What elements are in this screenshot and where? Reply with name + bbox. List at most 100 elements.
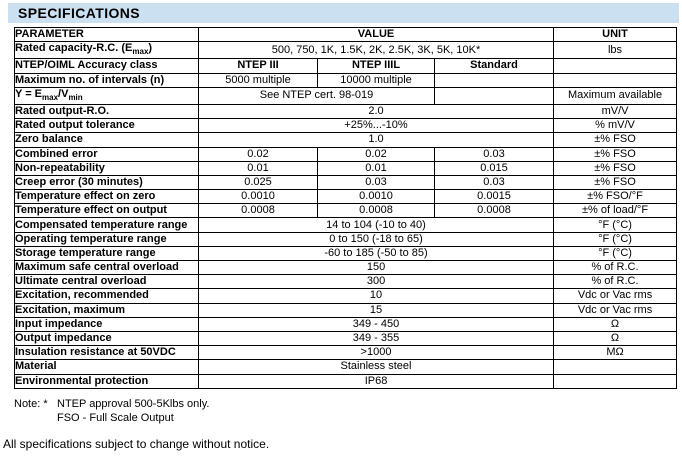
value-cell: % of R.C. (553, 274, 678, 290)
table-row: NTEP/OIML Accuracy class NTEP III NTEP III… (14, 58, 678, 74)
table-row: Insulation resistance at 50VDC >1000 MΩ (14, 345, 678, 361)
table-row: Temperature effect on zero 0.0010 0.0010 0.… (14, 189, 678, 205)
value-cell: 0.0008 (198, 203, 318, 219)
value-cell: °F (°C) (553, 217, 678, 233)
value-cell: 0.01 (198, 160, 318, 176)
table-row: Rated capacity-R.C. (Emax) 500, 750, 1K, … (14, 41, 678, 60)
value-cell: See NTEP cert. 98-019 (198, 86, 435, 105)
table-row: Excitation, recommended 10 Vdc or Vac rms (14, 288, 678, 304)
param-cell: Zero balance (14, 132, 199, 148)
value-cell: -60 to 185 (-50 to 85) (197, 245, 555, 262)
table-row: Combined error 0.02 0.02 0.03 ±% FSO (14, 146, 678, 162)
value-cell: VALUE (197, 26, 555, 43)
table-row: Non-repeatability 0.01 0.01 0.015 ±% FSO (14, 160, 678, 176)
value-cell: 0.0010 (317, 189, 435, 205)
table-row: Creep error (30 minutes) 0.025 0.03 0.03 ±% … (14, 174, 678, 191)
value-cell: >1000 (197, 345, 555, 361)
section-title-bar: SPECIFICATIONS (8, 3, 679, 23)
value-cell: 14 to 104 (-10 to 40) (197, 217, 555, 233)
value-cell: mV/V (553, 103, 678, 120)
value-cell: 0.03 (317, 174, 435, 191)
value-cell: ±% FSO (553, 132, 678, 148)
param-cell: Rated output-R.O. (14, 103, 199, 120)
value-cell (553, 58, 678, 74)
value-cell: 0.02 (198, 146, 318, 162)
value-cell: UNIT (553, 26, 678, 43)
note-label: Note: * (14, 397, 48, 410)
value-cell (553, 373, 678, 389)
value-cell: 0.01 (317, 160, 435, 176)
value-cell: % mV/V (553, 118, 678, 134)
value-cell (553, 72, 678, 88)
param-cell: Y = Emax/Vmin (14, 86, 199, 105)
value-cell: 500, 750, 1K, 1.5K, 2K, 2.5K, 3K, 5K, 10… (197, 41, 555, 60)
note-text: NTEP approval 500-5Klbs only. (57, 397, 210, 410)
value-cell: 0.0010 (198, 189, 318, 205)
value-cell: 0.02 (317, 146, 435, 162)
param-cell: Creep error (30 minutes) (14, 174, 199, 191)
table-row: Y = Emax/Vmin See NTEP cert. 98-019 Maximu… (14, 86, 678, 105)
value-cell: 10000 multiple (317, 72, 435, 88)
value-cell: ±% FSO (553, 174, 678, 191)
value-cell: 150 (197, 259, 555, 276)
value-cell: 0.0015 (433, 189, 555, 205)
param-cell: Excitation, maximum (14, 302, 199, 318)
value-cell: ±% FSO (553, 146, 678, 162)
param-cell: Rated capacity-R.C. (Emax) (14, 41, 199, 60)
value-cell: NTEP IIIL (317, 58, 435, 74)
table-row: Maximum no. of intervals (n) 5000 multipl… (14, 72, 678, 88)
param-cell: Output impedance (14, 330, 199, 347)
value-cell: % of R.C. (553, 259, 678, 276)
value-cell: Vdc or Vac rms (553, 288, 678, 304)
footer-disclaimer: All specifications subject to change wit… (3, 436, 270, 451)
note-line: Note: * NTEP approval 500-5Klbs only. (14, 397, 682, 411)
param-cell: Operating temperature range (14, 231, 199, 247)
param-cell: Input impedance (14, 316, 199, 332)
value-cell: NTEP III (198, 58, 318, 74)
table-row: Rated output-R.O. 2.0 mV/V (14, 103, 678, 120)
param-cell: Maximum safe central overload (14, 259, 199, 276)
value-cell: 0.025 (198, 174, 318, 191)
param-cell: Temperature effect on output (14, 203, 199, 219)
value-cell: 0.0008 (317, 203, 435, 219)
page-title: SPECIFICATIONS (18, 5, 141, 21)
param-cell: Ultimate central overload (14, 274, 199, 290)
value-cell: lbs (553, 41, 678, 60)
table-row: Storage temperature range -60 to 185 (-50… (14, 245, 678, 262)
value-cell (433, 72, 555, 88)
value-cell: Standard (433, 58, 555, 74)
value-cell: ±% FSO (553, 160, 678, 176)
table-row: Excitation, maximum 15 Vdc or Vac rms (14, 302, 678, 318)
table-row: Compensated temperature range 14 to 104 (… (14, 217, 678, 233)
param-cell: Non-repeatability (14, 160, 199, 176)
param-cell: Material (14, 359, 199, 375)
value-cell (553, 359, 678, 375)
param-cell: Storage temperature range (14, 245, 199, 262)
table-row: Input impedance 349 - 450 Ω (14, 316, 678, 332)
param-cell: Combined error (14, 146, 199, 162)
param-cell: NTEP/OIML Accuracy class (14, 58, 199, 74)
value-cell: 349 - 355 (197, 330, 555, 347)
value-cell: 0.0008 (433, 203, 555, 219)
specifications-table: PARAMETER VALUE UNIT Rated capacity-R.C. (E… (14, 26, 678, 389)
value-cell: 300 (197, 274, 555, 290)
param-cell: PARAMETER (14, 26, 199, 43)
value-cell: 0.03 (433, 174, 555, 191)
value-cell: 0.015 (433, 160, 555, 176)
param-cell: Insulation resistance at 50VDC (14, 345, 199, 361)
value-cell: 15 (197, 302, 555, 318)
value-cell: °F (°C) (553, 231, 678, 247)
param-cell: Rated output tolerance (14, 118, 199, 134)
param-cell: Temperature effect on zero (14, 189, 199, 205)
value-cell: ±% FSO/°F (553, 189, 678, 205)
value-cell: 5000 multiple (198, 72, 318, 88)
param-cell: Maximum no. of intervals (n) (14, 72, 199, 88)
value-cell: Ω (553, 330, 678, 347)
value-cell: IP68 (197, 373, 555, 389)
value-cell: 2.0 (197, 103, 555, 120)
table-row: Zero balance 1.0 ±% FSO (14, 132, 678, 148)
value-cell: 0 to 150 (-18 to 65) (197, 231, 555, 247)
value-cell: °F (°C) (553, 245, 678, 262)
table-row: Environmental protection IP68 (14, 373, 678, 389)
spec-table-body: PARAMETER VALUE UNIT Rated capacity-R.C. (E… (14, 26, 678, 389)
